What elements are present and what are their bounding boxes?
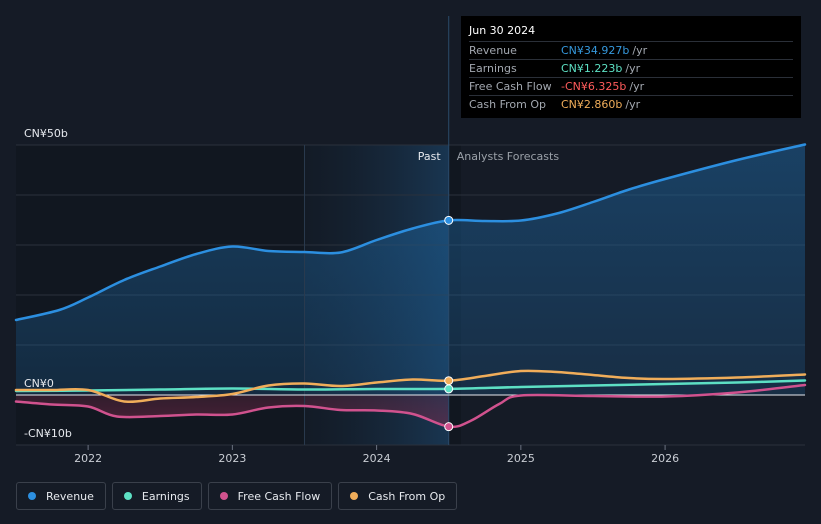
earnings-dot-icon [123,492,132,500]
tooltip-row-earnings: Earnings CN¥1.223b /yr [469,59,793,77]
tooltip-row-revenue: Revenue CN¥34.927b /yr [469,41,793,59]
tooltip-value: CN¥34.927b [561,44,630,57]
legend-label: Free Cash Flow [237,489,321,503]
x-tick-label: 2024 [363,452,391,465]
tooltip-unit: /yr [625,98,641,111]
x-tick-label: 2023 [218,452,246,465]
revenue-dot-icon [28,492,36,500]
revenue-area [16,144,805,395]
free-cash-flow-area [16,395,449,427]
free-cash-flow-dot-icon [219,492,228,500]
forecast-label: Analysts Forecasts [457,150,560,163]
cash-from-op-dot-icon [350,492,359,500]
legend-label: Cash From Op [368,489,446,503]
legend-item-free-cash-flow[interactable]: Free Cash Flow [207,482,333,510]
tooltip-label: Revenue [469,44,517,57]
legend-item-earnings[interactable]: Earnings [111,482,202,510]
tooltip-unit: /yr [632,44,648,57]
tooltip: Jun 30 2024 Revenue CN¥34.927b /yr Earni… [461,16,801,118]
tooltip-unit: /yr [625,62,641,75]
tooltip-value: -CN¥6.325b [561,80,627,93]
earnings-line [14,379,807,393]
earnings-marker [444,384,454,394]
legend: Revenue Earnings Free Cash Flow Cash Fro… [16,482,458,510]
legend-label: Revenue [46,489,94,503]
free-cash-flow-line [14,383,807,429]
x-tick-label: 2025 [507,452,535,465]
tooltip-label: Cash From Op [469,98,547,111]
y-tick-label: -CN¥10b [24,427,72,440]
y-tick-label: CN¥0 [24,377,54,390]
legend-item-cash-from-op[interactable]: Cash From Op [338,482,458,510]
x-tick-label: 2026 [651,452,679,465]
legend-item-revenue[interactable]: Revenue [16,482,106,510]
tooltip-date: Jun 30 2024 [469,24,536,37]
legend-label: Earnings [141,489,190,503]
tooltip-value: CN¥1.223b [561,62,623,75]
x-tick-label: 2022 [74,452,102,465]
past-label: Past [418,150,442,163]
cash-from-op-marker [444,376,454,386]
tooltip-label: Earnings [469,62,517,75]
free-cash-flow-marker [444,422,454,432]
tooltip-row-free-cash-flow: Free Cash Flow -CN¥6.325b /yr [469,77,793,95]
tooltip-unit: /yr [629,80,645,93]
revenue-line [14,143,807,322]
tooltip-label: Free Cash Flow [469,80,552,93]
tooltip-row-cash-from-op: Cash From Op CN¥2.860b /yr [469,95,793,113]
cash-from-op-line [14,369,807,404]
tooltip-value: CN¥2.860b [561,98,623,111]
revenue-marker [444,215,454,225]
y-tick-label: CN¥50b [24,127,68,140]
